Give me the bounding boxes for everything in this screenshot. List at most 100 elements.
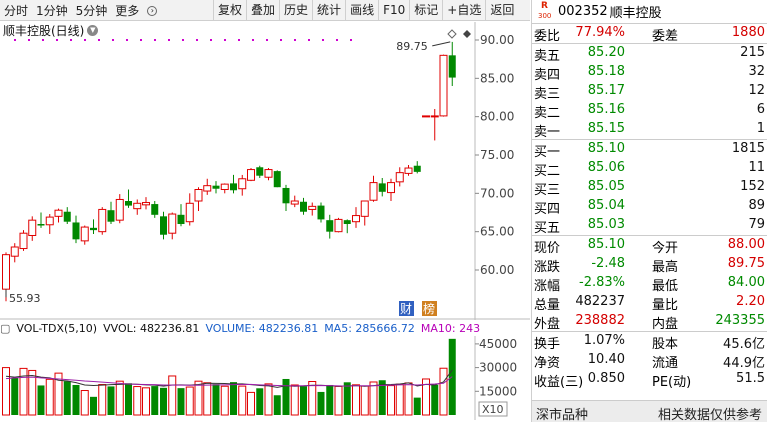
weicha-label: 委差 — [652, 29, 679, 44]
stat-label: 现价 — [534, 241, 561, 256]
price-tick-label: 80.00 — [480, 110, 514, 124]
chart-options-dropdown-icon[interactable]: ▼ — [87, 25, 99, 36]
candle-body-down — [343, 220, 351, 224]
period-tab-more[interactable]: 更多 — [115, 4, 140, 18]
ask-price: 85.15 — [587, 121, 625, 136]
volume-indicator-name[interactable]: VOL-TDX(5,10) — [16, 321, 98, 335]
candle-body-up — [360, 200, 369, 217]
volume-tick-label: 45000 — [479, 337, 517, 351]
add-watchlist-button[interactable]: +自选 — [442, 0, 485, 21]
candle-body-up — [422, 115, 430, 118]
candle-body-up — [238, 178, 247, 190]
weicha-value: 1880 — [731, 25, 765, 40]
stat-value: 238882 — [575, 313, 625, 328]
candle-body-down — [107, 210, 115, 222]
rank-badge-label: 榜 — [423, 301, 435, 316]
stat-value-2: 2.20 — [736, 294, 765, 309]
volume-unit-box — [478, 401, 508, 417]
volume-bar-up — [264, 383, 273, 416]
volume-bar-down — [413, 397, 421, 415]
candle-body-down — [63, 211, 71, 222]
candle-body-up — [142, 202, 150, 206]
volume-unit-label: X10 — [482, 403, 504, 416]
stat-value-2: 243355 — [715, 313, 765, 328]
toolbar-buttons: 复权 叠加 历史 统计 画线 F10 标记 +自选 返回 — [213, 0, 518, 21]
candles: 89.75 55.93 财榜 — [2, 29, 471, 316]
candle-body-down — [90, 227, 97, 231]
bid-book: 买一 85.10 1815 买二 85.06 11 买三 85.05 152 买四 85.04 89 买… — [532, 140, 767, 236]
bid-row: 买五 85.03 79 — [532, 216, 767, 236]
volume-ma10-line — [5, 376, 453, 387]
finance-badge-label: 财 — [400, 302, 412, 316]
volume-bar-up — [238, 385, 247, 416]
volume-bars — [2, 338, 456, 416]
stat-label: 涨幅 — [534, 279, 561, 294]
fund-value-2: 45.6亿 — [723, 337, 765, 352]
ask-row: 卖一 85.15 1 — [532, 120, 767, 140]
candle-body-up — [247, 169, 255, 181]
volume-bar-up — [387, 385, 395, 416]
expand-circle-icon[interactable]: › — [147, 5, 158, 16]
chart-title-text: 顺丰控股(日线) — [3, 24, 85, 38]
volume-axis: 45000 30000 15000 X10 — [475, 337, 517, 417]
volume-bar-up — [28, 369, 37, 416]
candle-body-up — [54, 209, 63, 217]
period-tab-timeshare[interactable]: 分时 — [4, 4, 29, 18]
bid-row: 买二 85.06 11 — [532, 159, 767, 179]
fund-value: 1.07% — [583, 333, 625, 348]
volume-bar-up — [194, 380, 203, 416]
f10-button[interactable]: F10 — [378, 0, 409, 21]
bid-row: 买四 85.04 89 — [532, 197, 767, 217]
volume-bar-up — [290, 384, 299, 416]
candle-body-up — [2, 254, 10, 290]
candle-body-up — [98, 208, 107, 233]
overlay-button[interactable]: 叠加 — [246, 0, 279, 21]
collapse-icon[interactable]: ▢ — [0, 321, 11, 335]
candle-body-down — [256, 167, 264, 176]
candle-body-up — [264, 169, 273, 178]
high-price-arrow — [432, 41, 451, 47]
diamond-icon — [447, 29, 457, 39]
volume-indicator-bar: ▢ VOL-TDX(5,10) VVOL: 482236.81 VOLUME: … — [0, 320, 489, 336]
volume-bar-down — [282, 378, 290, 415]
stat-label-2: 最低 — [652, 279, 679, 294]
ask-volume: 6 — [756, 102, 765, 117]
draw-line-button[interactable]: 画线 — [345, 0, 378, 21]
candle-body-up — [334, 218, 343, 233]
stat-label-2: 量比 — [652, 298, 679, 313]
bid-level-label: 买五 — [534, 221, 561, 236]
candlestick-chart[interactable]: 89.75 55.93 财榜 90.00 85.00 80.00 75.00 70.00 65… — [0, 22, 530, 422]
candle-body-up — [19, 232, 28, 250]
candle-body-down — [230, 183, 237, 191]
volume-tick-label: 15000 — [479, 384, 517, 398]
restore-rights-button[interactable]: 复权 — [213, 0, 246, 21]
ask-volume: 215 — [740, 45, 765, 60]
volume-bar-down — [63, 381, 71, 415]
back-button[interactable]: 返回 — [485, 0, 518, 21]
chart-title: 顺丰控股(日线) ▼ — [3, 22, 99, 39]
statistics-button[interactable]: 统计 — [312, 0, 345, 21]
stat-value: 85.10 — [587, 237, 625, 252]
candle-body-up — [439, 54, 448, 117]
volume-value: VOLUME: 482236.81 — [205, 321, 319, 335]
period-tab-1min[interactable]: 1分钟 — [36, 4, 68, 18]
candle-body-down — [177, 214, 185, 224]
candle-body-up — [404, 167, 413, 174]
history-button[interactable]: 历史 — [279, 0, 312, 21]
volume-bar-down — [431, 384, 439, 415]
volume-bar-down — [378, 380, 386, 415]
stock-name: 顺丰控股 — [609, 6, 662, 21]
candle-body-up — [133, 202, 142, 210]
period-tab-5min[interactable]: 5分钟 — [75, 4, 108, 18]
fund-label: 收益(三) — [534, 375, 584, 390]
volume-bar-down — [160, 387, 167, 415]
candle-body-up — [369, 182, 378, 201]
ask-price: 85.16 — [587, 102, 625, 117]
candle-body-up — [290, 200, 299, 205]
mark-button[interactable]: 标记 — [409, 0, 442, 21]
candle-body-down — [72, 222, 80, 240]
bid-row: 买一 85.10 1815 — [532, 140, 767, 160]
bid-level-label: 买三 — [534, 183, 561, 198]
volume-bar-up — [80, 390, 89, 416]
price-grid — [0, 22, 530, 420]
